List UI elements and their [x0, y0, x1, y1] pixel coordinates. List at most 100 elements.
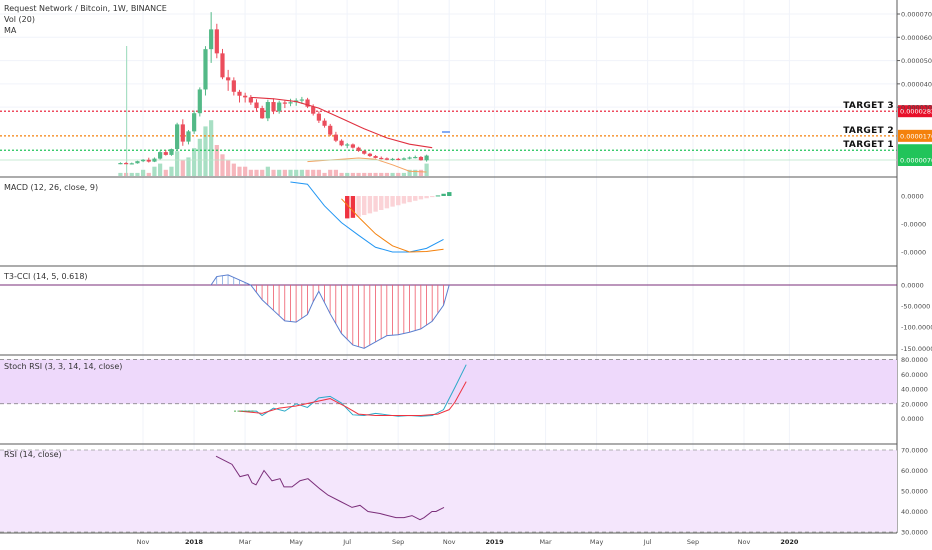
candle-body — [418, 156, 424, 161]
volume-bar — [175, 151, 180, 176]
candle-body — [277, 102, 282, 112]
macd-histogram-bar — [373, 196, 378, 212]
candle-body — [322, 120, 327, 126]
macd-histogram-bar — [430, 196, 435, 198]
cci-axis-label: -50.0000 — [901, 303, 930, 311]
candle-body — [350, 144, 355, 148]
volume-bar — [299, 169, 304, 176]
macd-histogram-bar — [362, 196, 367, 216]
volume-bar — [248, 169, 253, 176]
time-axis-label: Sep — [392, 538, 404, 546]
last-price-label: 0.00000709 — [900, 157, 932, 165]
price-pane[interactable]: Request Network / Bitcoin, 1W, BINANCE V… — [0, 4, 932, 176]
time-axis-label: Mar — [539, 538, 552, 546]
volume-bar — [288, 169, 293, 176]
volume-bar — [294, 169, 299, 176]
volume-bar — [367, 172, 373, 176]
stoch-rsi-axis-label: 80.0000 — [901, 356, 928, 364]
candle-body — [226, 77, 231, 81]
volume-bar — [192, 148, 197, 176]
time-axis[interactable]: Nov 2018 Mar May Jul Sep Nov 2019 Mar May Jul Sep No… — [137, 538, 799, 546]
candle-body — [248, 97, 253, 103]
cci-pane[interactable]: T3-CCI (14, 5, 0.618) — [0, 272, 897, 349]
candle-body — [141, 159, 146, 162]
candle-body — [390, 158, 395, 161]
grid-lines — [0, 0, 898, 534]
time-axis-label: Nov — [738, 538, 751, 546]
candlesticks[interactable] — [118, 12, 450, 165]
time-axis-label: Nov — [137, 538, 150, 546]
target-label: TARGET 3 — [843, 101, 894, 111]
last-price-tag — [898, 154, 932, 166]
volume-bar — [362, 172, 367, 176]
cci-title: T3-CCI (14, 5, 0.618) — [3, 272, 88, 281]
volume-bar — [169, 166, 174, 176]
volume-bar — [135, 172, 140, 176]
macd-histogram-bar — [345, 196, 350, 219]
volume-bar — [197, 138, 202, 176]
price-axis-label: 0.00006000 — [901, 34, 932, 42]
time-axis-label: Jul — [342, 538, 351, 546]
volume-bar — [333, 169, 338, 176]
target-label: TARGET 2 — [843, 126, 894, 136]
volume-bar — [220, 154, 225, 176]
volume-bar — [407, 169, 412, 176]
time-axis-label: May — [289, 538, 303, 546]
cci-plot — [0, 274, 897, 349]
candle-body — [401, 158, 407, 160]
volume-bar — [254, 169, 259, 176]
macd-plot — [290, 181, 452, 253]
macd-pane[interactable]: MACD (12, 26, close, 9) — [4, 181, 452, 253]
cci-axis-label: 0.0000 — [901, 282, 924, 290]
volume-bar — [158, 163, 163, 176]
macd-histogram-bar — [435, 195, 441, 197]
macd-histogram-bar — [356, 196, 361, 217]
macd-histogram-bar — [401, 196, 407, 204]
macd-histogram-bar — [424, 196, 429, 199]
rsi-axis-label: 30.0000 — [901, 529, 928, 537]
candle-body — [209, 29, 214, 50]
macd-histogram-bar — [441, 193, 446, 196]
time-axis-label: 2020 — [780, 538, 799, 546]
cci-line — [210, 274, 450, 349]
volume-bar — [260, 169, 265, 176]
volume-bar — [237, 166, 242, 176]
candle-body — [379, 157, 384, 160]
macd-histogram-bar — [396, 196, 401, 206]
stoch-rsi-title: Stoch RSI (3, 3, 14, 14, close) — [4, 362, 122, 371]
ma-line — [250, 96, 433, 149]
volume-bar — [373, 172, 378, 176]
rsi-plot — [0, 449, 897, 533]
candle-body — [231, 80, 236, 92]
time-axis-label: Nov — [443, 538, 456, 546]
volume-bar — [328, 169, 333, 176]
candle-body — [362, 150, 367, 154]
macd-histogram-bar — [384, 196, 390, 209]
volume-bar — [180, 160, 185, 176]
stoch-rsi-pane[interactable]: Stoch RSI (3, 3, 14, 14, close) — [0, 359, 897, 417]
candle-body — [396, 158, 401, 161]
candle-body — [333, 134, 338, 141]
volume-bar — [282, 169, 287, 176]
candle-body — [135, 161, 140, 164]
volume-bar — [345, 172, 350, 176]
volume-bar — [214, 145, 219, 176]
candle-body — [124, 163, 129, 165]
candle-body — [237, 91, 242, 96]
candle-body — [299, 99, 304, 101]
candle-body — [345, 144, 350, 146]
volume-bar — [118, 172, 123, 176]
volume-bar — [265, 166, 270, 176]
volume-bar — [356, 172, 361, 176]
moving-averages — [250, 96, 433, 149]
rsi-pane[interactable]: RSI (14, close) — [0, 449, 897, 533]
volume-bar — [384, 172, 390, 176]
macd-histogram-bar — [407, 196, 412, 203]
price-axis[interactable]: 0.00007000 0.00006000 0.00005000 0.00004000… — [897, 11, 932, 537]
macd-histogram-bar — [413, 196, 418, 201]
candle-body — [265, 102, 270, 119]
candle-body — [356, 147, 361, 151]
price-axis-label: 0.00003000 — [901, 104, 932, 112]
candle-body — [158, 152, 163, 159]
